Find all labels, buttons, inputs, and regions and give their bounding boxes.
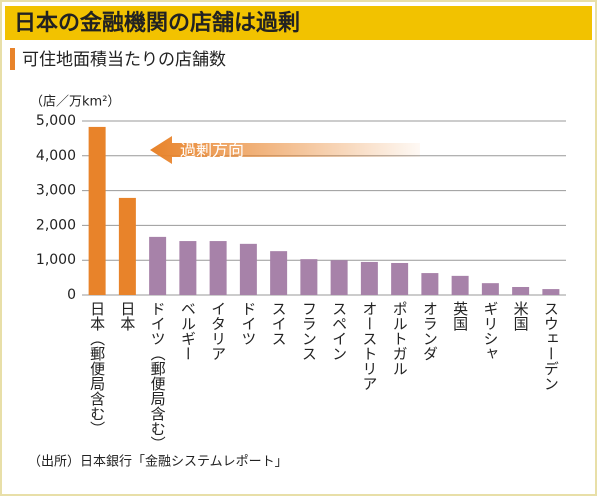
- x-tick-label: スペイン: [330, 301, 348, 361]
- chart-title: 日本の金融機関の店舗は過剰: [14, 10, 300, 36]
- bar: [512, 286, 530, 295]
- bar: [542, 289, 560, 295]
- bar: [179, 241, 197, 295]
- bar: [118, 197, 136, 295]
- bar: [481, 283, 499, 295]
- annotation: 過剰方向: [180, 141, 244, 160]
- x-tick-label: 英国: [451, 300, 469, 331]
- x-tick-label: スイス: [270, 301, 288, 346]
- bar: [270, 251, 288, 295]
- bar: [360, 261, 378, 295]
- bar: [209, 241, 227, 295]
- x-tick-label: ドイツ: [239, 301, 257, 346]
- x-tick-label: 米国: [512, 301, 530, 331]
- arrow: [150, 136, 420, 164]
- bar: [421, 273, 439, 295]
- bar: [451, 275, 469, 295]
- x-tick-label: ポルトガル: [391, 301, 409, 376]
- bar: [330, 260, 348, 295]
- x-tick-label: 日本: [118, 301, 136, 331]
- chart-subtitle: 可住地面積当たりの店舗数: [22, 50, 226, 70]
- x-tick-label: ベルギー: [179, 301, 197, 361]
- x-tick-label: オーストリア: [360, 301, 378, 391]
- bar: [149, 236, 167, 295]
- title-bar: [5, 6, 592, 40]
- subtitle-marker: [10, 48, 15, 70]
- x-tick-label: ギリシャ: [481, 301, 499, 361]
- y-tick-label: 0: [67, 287, 76, 303]
- x-tick-label: イタリア: [209, 301, 227, 361]
- bar: [391, 262, 409, 295]
- y-tick-label: 5,000: [36, 113, 76, 129]
- y-tick-label: 3,000: [36, 183, 76, 199]
- bar: [88, 126, 106, 295]
- x-tick-label: フランス: [300, 301, 318, 361]
- x-tick-label: 日本（郵便局含む）: [88, 301, 106, 436]
- y-tick-label: 4,000: [36, 148, 76, 164]
- y-unit: （店／万km²）: [30, 95, 120, 110]
- x-tick-label: ドイツ（郵便局含む）: [149, 301, 167, 451]
- bar: [300, 259, 318, 295]
- x-tick-label: スウェーデン: [542, 301, 560, 391]
- source: （出所）日本銀行「金融システムレポート」: [28, 454, 288, 470]
- y-tick-label: 1,000: [36, 252, 76, 268]
- x-tick-label: オランダ: [421, 301, 439, 361]
- y-tick-label: 2,000: [36, 217, 76, 233]
- bar: [239, 243, 257, 295]
